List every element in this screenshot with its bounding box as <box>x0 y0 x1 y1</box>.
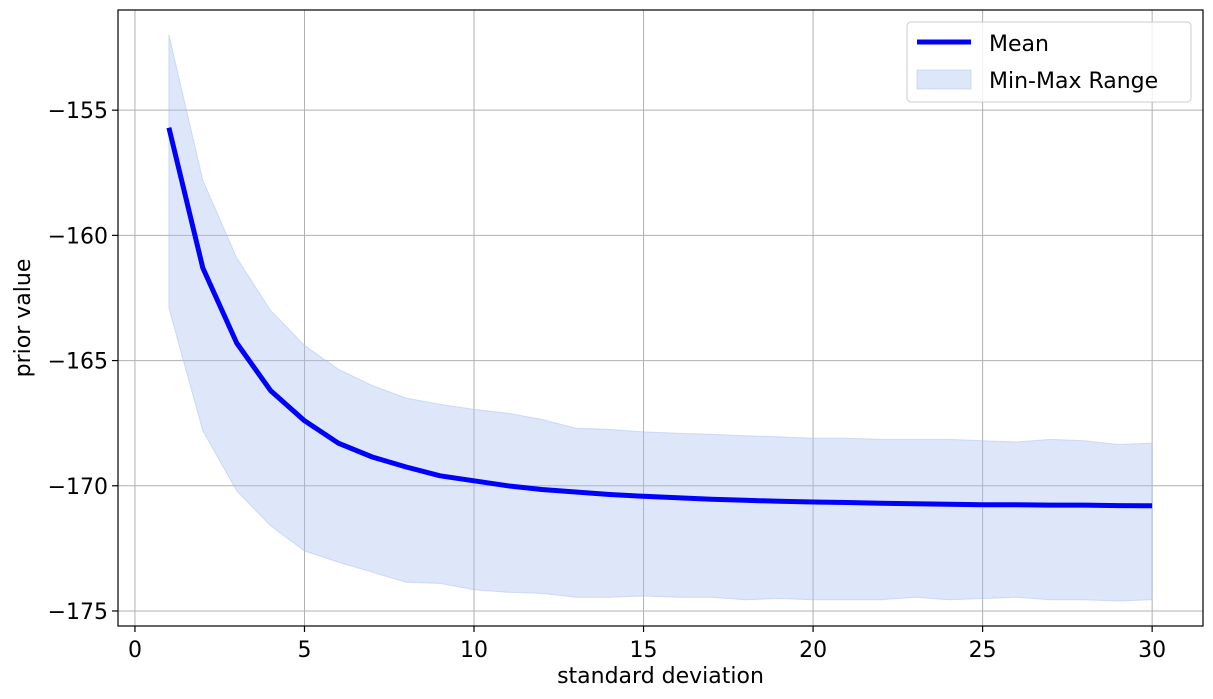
grid <box>118 10 1203 626</box>
x-tick-label: 0 <box>128 638 142 663</box>
min-max-band-layer <box>168 34 1153 602</box>
x-tick-label: 5 <box>297 638 311 663</box>
legend: Mean Min-Max Range <box>906 21 1192 103</box>
x-axis-label: standard deviation <box>557 664 764 689</box>
y-tick-label: −175 <box>48 600 108 625</box>
legend-mean-label: Mean <box>989 32 1049 57</box>
legend-band-swatch <box>916 69 972 90</box>
y-tick-label: −165 <box>48 350 108 375</box>
y-axis-ticks: −155 −160 −165 −170 −175 <box>48 99 118 625</box>
legend-band-label: Min-Max Range <box>989 69 1158 94</box>
mean-line <box>166 127 1153 509</box>
x-tick-label: 15 <box>630 638 658 663</box>
y-tick-label: −160 <box>48 224 108 249</box>
plot-area-frame <box>117 9 1204 627</box>
x-tick-label: 25 <box>969 638 997 663</box>
mean-line-layer <box>166 127 1153 509</box>
x-tick-label: 30 <box>1138 638 1166 663</box>
x-tick-label: 10 <box>460 638 488 663</box>
x-tick-label: 20 <box>799 638 827 663</box>
min-max-range-band <box>168 34 1153 602</box>
legend-box <box>906 21 1192 103</box>
y-tick-label: −170 <box>48 475 108 500</box>
x-axis-ticks: 0 5 10 15 20 25 30 <box>128 626 1166 663</box>
y-axis-label: prior value <box>11 259 36 378</box>
y-tick-label: −155 <box>48 99 108 124</box>
